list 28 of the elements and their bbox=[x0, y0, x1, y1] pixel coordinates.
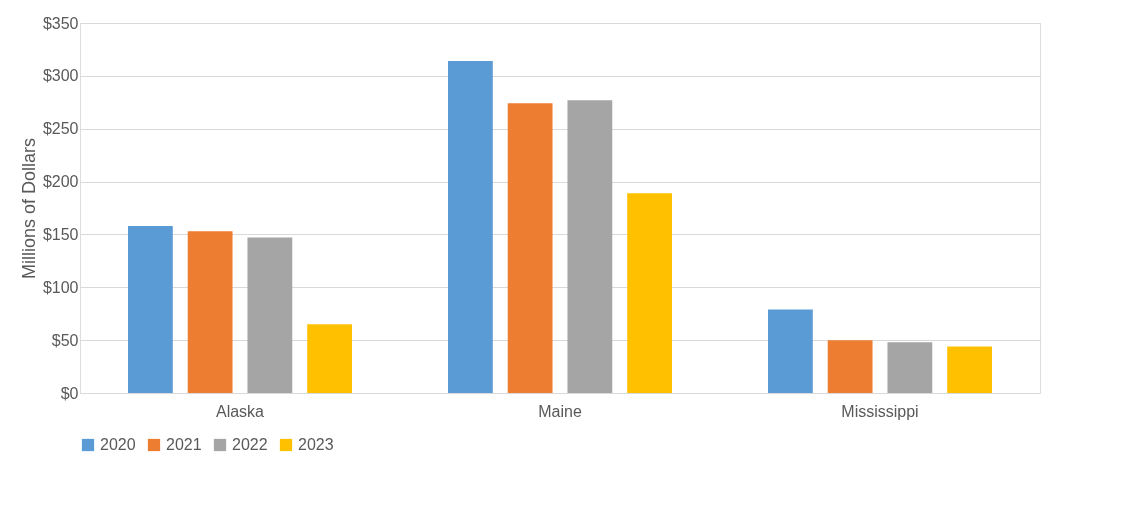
bar bbox=[187, 231, 233, 393]
y-tick-label: $150 bbox=[42, 225, 79, 243]
bar bbox=[567, 100, 613, 393]
bar bbox=[768, 309, 813, 393]
legend-label: 2021 bbox=[166, 436, 202, 453]
y-tick-label: $50 bbox=[51, 331, 79, 349]
bar bbox=[128, 225, 173, 393]
bar bbox=[448, 61, 493, 393]
legend-label: 2020 bbox=[100, 436, 136, 453]
bar bbox=[947, 346, 992, 393]
legend-label: 2022 bbox=[232, 436, 268, 453]
bar bbox=[627, 193, 672, 393]
y-tick-label: $250 bbox=[42, 120, 79, 138]
bar bbox=[307, 324, 352, 393]
y-tick-label: $200 bbox=[42, 173, 79, 191]
y-tick-label: $350 bbox=[42, 14, 79, 32]
legend-label: 2023 bbox=[298, 436, 334, 453]
x-tick-label: Alaska bbox=[215, 402, 265, 420]
x-tick-label: Mississippi bbox=[841, 402, 919, 420]
bar bbox=[247, 237, 293, 393]
x-tick-label: Maine bbox=[538, 402, 582, 420]
bar bbox=[827, 340, 873, 393]
y-tick-label: $100 bbox=[42, 278, 79, 296]
y-axis-title: Millions of Dollars bbox=[18, 137, 39, 280]
bar bbox=[507, 103, 553, 393]
y-tick-label: $0 bbox=[60, 384, 79, 402]
bar bbox=[887, 342, 933, 393]
y-tick-label: $300 bbox=[42, 67, 79, 85]
